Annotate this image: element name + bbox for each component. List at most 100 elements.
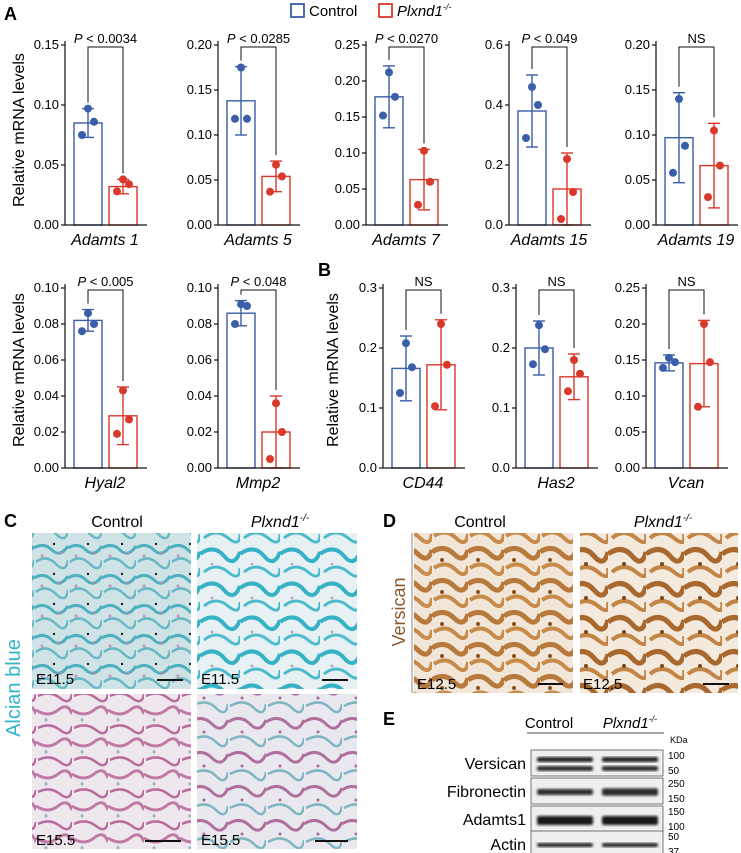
blot-band (602, 766, 658, 771)
data-point (576, 369, 584, 378)
panel-e-col-control: Control (525, 715, 573, 732)
data-point (119, 175, 127, 184)
gene-label: Adamts 5 (223, 232, 292, 249)
data-point (431, 402, 439, 411)
legend-swatch-control (290, 3, 305, 18)
data-point (396, 389, 404, 397)
y-axis-title-row2: Relative mRNA levels (11, 293, 28, 447)
mw-marker: 100 (668, 751, 685, 762)
legend-label-mutant: Plxnd1-/- (397, 2, 451, 20)
micrograph-versican-control-e12-5 (414, 533, 573, 693)
data-point (272, 399, 280, 408)
y-tick-label: 0.10 (335, 145, 360, 160)
stage-label: E11.5 (201, 671, 239, 688)
significance-label: NS (414, 274, 432, 289)
chart-3: 0.0 0.2 0.4 0.6 P < 0.049 Adamts 15 (485, 31, 591, 249)
gene-label: Adamts 15 (510, 232, 588, 249)
y-tick-label: 0.00 (34, 460, 59, 475)
y-axis-title-row1: Relative mRNA levels (11, 53, 28, 207)
data-point (704, 193, 712, 202)
y-tick-label: 0.06 (34, 352, 59, 367)
data-point (278, 172, 286, 181)
chart-1: 0.00 0.05 0.10 0.15 0.20 P < 0.0285 Adamts 5 (187, 31, 300, 249)
data-point (681, 141, 689, 150)
significance-label: NS (687, 31, 705, 46)
y-tick-label: 0.00 (625, 217, 650, 232)
blot-membrane (530, 830, 664, 853)
significance-bracket (405, 289, 442, 330)
blot-band (537, 766, 593, 771)
data-point (272, 160, 280, 169)
blot-band (537, 789, 593, 795)
stage-label: E12.5 (583, 676, 622, 693)
mw-marker: 150 (668, 794, 685, 805)
bar-control (73, 319, 103, 469)
y-tick-label: 0.05 (625, 172, 650, 187)
mw-marker: 150 (668, 807, 685, 818)
data-point (84, 309, 92, 318)
significance-bracket (87, 289, 124, 381)
stage-label: E15.5 (201, 832, 240, 849)
kda-label: KDa (670, 735, 688, 745)
y-tick-label: 0.4 (485, 97, 503, 112)
data-point (231, 320, 239, 328)
y-tick-label: 0.25 (335, 37, 360, 52)
y-tick-label: 0.05 (615, 424, 640, 439)
panel-d-row-label: Versican (389, 577, 409, 646)
significance-bracket (240, 46, 277, 156)
chart-5: 0.00 0.02 0.04 0.06 0.08 0.10 P < 0.005 Hyal2 (34, 274, 147, 492)
panel-c-col-control: Control (91, 514, 143, 531)
data-point (125, 415, 133, 424)
bar-control (226, 312, 256, 469)
mw-marker: 50 (668, 766, 680, 777)
y-tick-label: 0.05 (335, 181, 360, 196)
significance-bracket (538, 289, 575, 348)
blot-band (537, 843, 593, 847)
blot-row: Adamts1 150 100 (463, 805, 685, 833)
data-point (522, 134, 530, 142)
y-tick-label: 0.10 (34, 97, 59, 112)
data-point (90, 117, 98, 126)
data-point (671, 358, 679, 367)
data-point (426, 177, 434, 186)
y-tick-label: 0.02 (34, 424, 59, 439)
y-tick-label: 0.0 (359, 460, 377, 475)
panel-c-col-mutant: Plxnd1-/- (251, 513, 310, 531)
y-tick-label: 0.08 (34, 316, 59, 331)
data-point (564, 387, 572, 396)
blot-label: Actin (490, 837, 526, 853)
y-tick-label: 0.0 (492, 460, 510, 475)
chart-6: 0.00 0.02 0.04 0.06 0.08 0.10 P < 0.048 Mmp2 (187, 274, 300, 492)
blot-band (537, 757, 593, 762)
y-tick-label: 0.20 (335, 73, 360, 88)
data-point (266, 455, 274, 463)
legend-label-control: Control (309, 3, 357, 20)
y-tick-label: 0.10 (34, 280, 59, 295)
data-point (694, 402, 702, 411)
data-point (437, 320, 445, 328)
data-point (675, 95, 683, 103)
panel-label-e: E (383, 709, 395, 729)
significance-label: P < 0.0034 (74, 31, 137, 46)
y-tick-label: 0.3 (359, 280, 377, 295)
data-point (266, 187, 274, 196)
y-tick-label: 0.20 (615, 316, 640, 331)
chart-7: 0.0 0.1 0.2 0.3 NS CD44 (359, 274, 465, 492)
y-tick-label: 0.20 (187, 37, 212, 52)
data-point (243, 302, 251, 310)
stage-label: E15.5 (36, 832, 75, 849)
panel-label-c: C (4, 511, 17, 531)
blot-band (537, 816, 593, 825)
blot-row: Versican 100 50 (465, 749, 685, 777)
micrograph-alcian-mutant-e15-5 (197, 694, 357, 849)
gene-label: Vcan (668, 475, 705, 492)
data-point (710, 126, 718, 135)
blot-label: Versican (465, 756, 526, 773)
panel-e: Control Plxnd1-/- KDa Versican 10050Fibro… (447, 714, 688, 853)
data-point (716, 161, 724, 170)
y-tick-label: 0.10 (187, 280, 212, 295)
blot-label: Fibronectin (447, 784, 526, 801)
y-tick-label: 0.10 (615, 388, 640, 403)
mw-marker: 250 (668, 779, 685, 790)
significance-label: P < 0.048 (230, 274, 286, 289)
